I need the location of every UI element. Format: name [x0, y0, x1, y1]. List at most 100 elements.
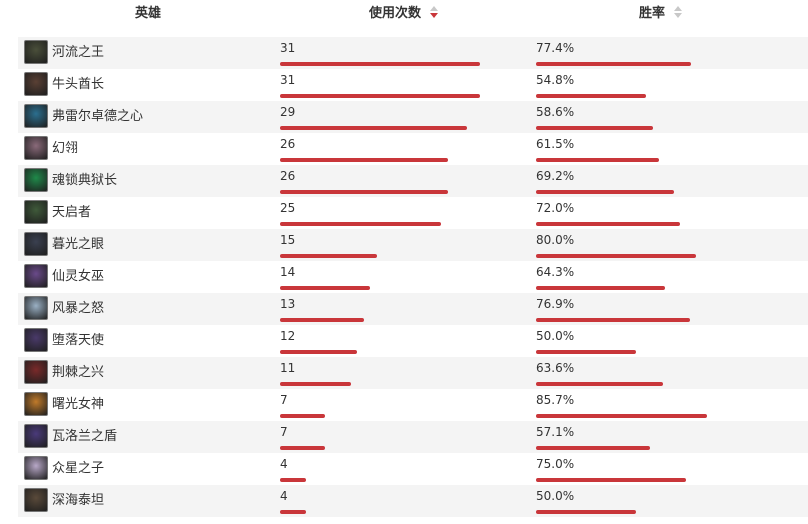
champion-avatar[interactable] [24, 104, 48, 128]
column-header-winrate-label: 胜率 [639, 6, 666, 21]
winrate-value: 69.2% [536, 169, 575, 183]
table-row[interactable]: 仙灵女巫 14 64.3% [18, 261, 808, 293]
champion-avatar[interactable] [24, 72, 48, 96]
uses-count: 15 [280, 233, 296, 247]
sort-descending-icon[interactable] [429, 6, 438, 18]
table-row[interactable]: 河流之王 31 77.4% [18, 37, 808, 69]
table-row[interactable]: 荆棘之兴 11 63.6% [18, 357, 808, 389]
champion-avatar[interactable] [24, 424, 48, 448]
champion-avatar[interactable] [24, 360, 48, 384]
uses-bar [280, 478, 306, 482]
winrate-bar [536, 190, 674, 194]
champion-name[interactable]: 河流之王 [52, 45, 105, 60]
uses-count: 29 [280, 105, 296, 119]
champion-avatar[interactable] [24, 264, 48, 288]
champion-avatar[interactable] [24, 328, 48, 352]
table-row[interactable]: 众星之子 4 75.0% [18, 453, 808, 485]
uses-bar [280, 510, 306, 514]
uses-count: 7 [280, 393, 288, 407]
uses-count: 4 [280, 457, 288, 471]
winrate-value: 85.7% [536, 393, 575, 407]
champion-name[interactable]: 魂锁典狱长 [52, 173, 118, 188]
uses-bar [280, 446, 325, 450]
champion-avatar[interactable] [24, 40, 48, 64]
champion-name[interactable]: 荆棘之兴 [52, 365, 105, 380]
champion-avatar[interactable] [24, 232, 48, 256]
champion-name[interactable]: 众星之子 [52, 461, 105, 476]
champion-name[interactable]: 曙光女神 [52, 397, 105, 412]
uses-count: 31 [280, 41, 296, 55]
uses-count: 4 [280, 489, 288, 503]
table-row[interactable]: 魂锁典狱长 26 69.2% [18, 165, 808, 197]
uses-bar [280, 222, 441, 226]
table-row[interactable]: 幻翎 26 61.5% [18, 133, 808, 165]
winrate-bar [536, 62, 691, 66]
uses-count: 25 [280, 201, 296, 215]
table-row[interactable]: 风暴之怒 13 76.9% [18, 293, 808, 325]
champion-name[interactable]: 瓦洛兰之盾 [52, 429, 118, 444]
table-row[interactable]: 堕落天使 12 50.0% [18, 325, 808, 357]
winrate-value: 58.6% [536, 105, 575, 119]
winrate-bar [536, 350, 636, 354]
champion-name[interactable]: 弗雷尔卓德之心 [52, 109, 144, 124]
champion-avatar[interactable] [24, 296, 48, 320]
uses-count: 26 [280, 137, 296, 151]
winrate-value: 75.0% [536, 457, 575, 471]
winrate-bar [536, 158, 659, 162]
column-header-hero-label: 英雄 [135, 6, 162, 21]
uses-bar [280, 126, 467, 130]
uses-count: 14 [280, 265, 296, 279]
winrate-bar [536, 94, 646, 98]
winrate-bar [536, 286, 665, 290]
table-row[interactable]: 瓦洛兰之盾 7 57.1% [18, 421, 808, 453]
uses-count: 13 [280, 297, 296, 311]
column-header-winrate[interactable]: 胜率 [639, 4, 682, 24]
winrate-value: 50.0% [536, 489, 575, 503]
champion-name[interactable]: 堕落天使 [52, 333, 105, 348]
champion-avatar[interactable] [24, 200, 48, 224]
uses-bar [280, 350, 357, 354]
table-row[interactable]: 弗雷尔卓德之心 29 58.6% [18, 101, 808, 133]
uses-count: 11 [280, 361, 296, 375]
uses-bar [280, 414, 325, 418]
champion-avatar[interactable] [24, 168, 48, 192]
champion-name[interactable]: 牛头酋长 [52, 77, 105, 92]
column-header-uses[interactable]: 使用次数 [369, 4, 438, 24]
uses-count: 31 [280, 73, 296, 87]
table-row[interactable]: 深海泰坦 4 50.0% [18, 485, 808, 517]
winrate-bar [536, 510, 636, 514]
winrate-value: 57.1% [536, 425, 575, 439]
column-header-uses-label: 使用次数 [369, 6, 422, 21]
winrate-bar [536, 446, 650, 450]
champion-name[interactable]: 仙灵女巫 [52, 269, 105, 284]
winrate-bar [536, 414, 707, 418]
uses-count: 12 [280, 329, 296, 343]
winrate-value: 61.5% [536, 137, 575, 151]
champion-name[interactable]: 深海泰坦 [52, 493, 105, 508]
uses-bar [280, 318, 364, 322]
winrate-value: 54.8% [536, 73, 575, 87]
champion-avatar[interactable] [24, 488, 48, 512]
champion-name[interactable]: 暮光之眼 [52, 237, 105, 252]
champion-avatar[interactable] [24, 456, 48, 480]
winrate-bar [536, 478, 686, 482]
champion-avatar[interactable] [24, 136, 48, 160]
winrate-bar [536, 222, 680, 226]
champion-name[interactable]: 天启者 [52, 205, 92, 220]
table-row[interactable]: 暮光之眼 15 80.0% [18, 229, 808, 261]
uses-bar [280, 286, 370, 290]
table-row[interactable]: 曙光女神 7 85.7% [18, 389, 808, 421]
winrate-bar [536, 318, 690, 322]
uses-bar [280, 94, 480, 98]
uses-count: 7 [280, 425, 288, 439]
uses-bar [280, 190, 448, 194]
champion-name[interactable]: 幻翎 [52, 141, 79, 156]
uses-bar [280, 158, 448, 162]
table-row[interactable]: 天启者 25 72.0% [18, 197, 808, 229]
champion-name[interactable]: 风暴之怒 [52, 301, 105, 316]
champion-avatar[interactable] [24, 392, 48, 416]
sort-toggle-icon[interactable] [673, 6, 682, 18]
winrate-bar [536, 126, 653, 130]
table-row[interactable]: 牛头酋长 31 54.8% [18, 69, 808, 101]
uses-bar [280, 62, 480, 66]
